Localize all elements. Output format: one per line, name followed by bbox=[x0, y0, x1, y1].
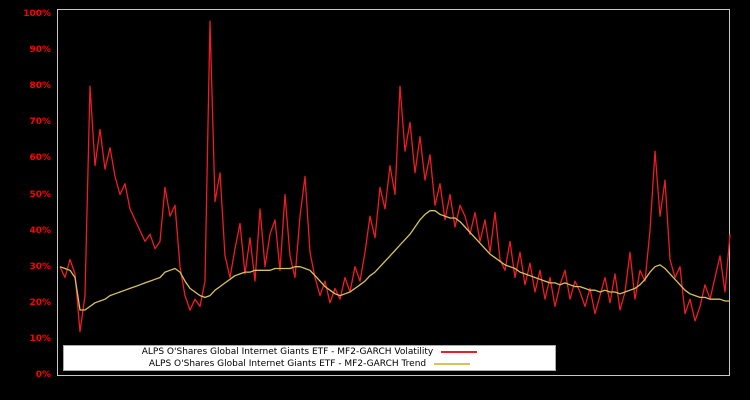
y-tick-label: 20% bbox=[29, 297, 51, 308]
y-tick-label: 70% bbox=[29, 117, 51, 128]
trend-line bbox=[59, 210, 730, 311]
y-tick-label: 50% bbox=[29, 189, 51, 200]
legend: ALPS O'Shares Global Internet Giants ETF… bbox=[63, 345, 556, 371]
volatility-line-swatch bbox=[441, 351, 478, 353]
y-tick-label: 40% bbox=[29, 225, 51, 236]
y-tick-label: 30% bbox=[29, 261, 51, 272]
legend-item-volatility: ALPS O'Shares Global Internet Giants ETF… bbox=[64, 346, 555, 358]
legend-label-trend: ALPS O'Shares Global Internet Giants ETF… bbox=[148, 358, 427, 369]
y-tick-label: 10% bbox=[29, 333, 51, 344]
y-tick-label: 0% bbox=[35, 370, 51, 380]
y-tick-label: 100% bbox=[23, 9, 51, 19]
volatility-line bbox=[59, 20, 731, 333]
y-tick-label: 90% bbox=[29, 45, 51, 56]
plot-area bbox=[57, 9, 730, 376]
trend-line-swatch bbox=[434, 363, 471, 365]
y-tick-label: 60% bbox=[29, 153, 51, 164]
y-tick-label: 80% bbox=[29, 81, 51, 92]
y-axis: 0% 10% 20% 30% 40% 50% 60% 70% 80% 90% 100% bbox=[0, 0, 54, 400]
legend-item-trend: ALPS O'Shares Global Internet Giants ETF… bbox=[64, 358, 555, 370]
legend-label-volatility: ALPS O'Shares Global Internet Giants ETF… bbox=[141, 346, 434, 357]
